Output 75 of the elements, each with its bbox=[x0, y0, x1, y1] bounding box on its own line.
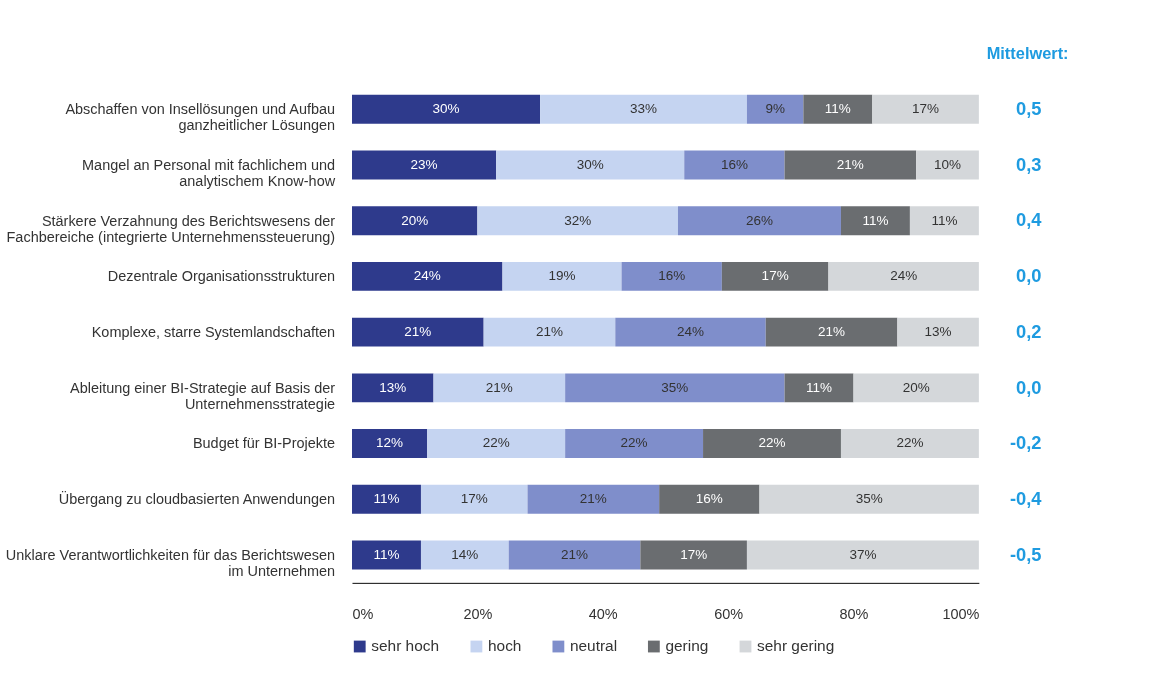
text: Mittelwert: bbox=[986, 44, 1069, 63]
text: 11% bbox=[373, 546, 400, 562]
y-tick-label: Budget für BI-Projekte bbox=[192, 435, 336, 452]
text: 17% bbox=[460, 491, 488, 507]
text: 13% bbox=[379, 379, 407, 395]
y-tick-label: Mangel an Personal mit fachlichem und analytischem Know-how bbox=[82, 156, 336, 190]
text: 10% bbox=[934, 156, 962, 172]
y-tick-label: Übergang zu cloudbasierten Anwendungen bbox=[58, 490, 336, 508]
text: 0,3 bbox=[1016, 153, 1042, 175]
text: 24% bbox=[677, 323, 705, 339]
text: 21% bbox=[579, 491, 607, 507]
x-tick-label: 100% bbox=[942, 606, 980, 623]
text: 16% bbox=[720, 156, 748, 172]
text: 11% bbox=[373, 491, 400, 507]
y-tick-label: Unklare Verantwortlichkeiten für das Berichtswesen im Unternehmen bbox=[5, 546, 336, 580]
text: 21% bbox=[535, 323, 563, 339]
y-tick-label: Stärkere Verzahnung des Berichtswesens der Fachbereiche (integrierte Unternehmenssteuerung) bbox=[6, 212, 336, 245]
text: 17% bbox=[761, 268, 789, 284]
text: 21% bbox=[561, 546, 589, 562]
text: 20% bbox=[401, 212, 429, 228]
y-tick-label: Ableitung einer BI-Strategie auf Basis der Unternehmensstrategie bbox=[70, 379, 336, 413]
text: 0,4 bbox=[1016, 209, 1043, 231]
text: 0,5 bbox=[1016, 98, 1042, 120]
text: 24% bbox=[890, 268, 918, 284]
text: 11% bbox=[862, 212, 889, 228]
text: -0,2 bbox=[1009, 432, 1042, 454]
text: 35% bbox=[855, 491, 883, 507]
text: 0,0 bbox=[1016, 376, 1042, 398]
text: 22% bbox=[896, 435, 924, 451]
y-tick-label: Dezentrale Organisationsstrukturen bbox=[107, 268, 336, 285]
x-tick-label: 0% bbox=[352, 606, 374, 623]
text: 21% bbox=[485, 379, 513, 395]
text: 9% bbox=[765, 101, 785, 117]
text: 17% bbox=[680, 546, 708, 562]
text: 26% bbox=[745, 212, 773, 228]
x-tick-label: 60% bbox=[714, 606, 744, 623]
text: 19% bbox=[548, 268, 576, 284]
text: 33% bbox=[629, 101, 658, 117]
text: 37% bbox=[849, 546, 877, 562]
text: 32% bbox=[564, 212, 592, 228]
text: 16% bbox=[658, 268, 686, 284]
text: 17% bbox=[912, 101, 940, 117]
x-tick-label: 20% bbox=[463, 606, 493, 623]
text: 14% bbox=[451, 546, 479, 562]
text: 12% bbox=[376, 435, 404, 451]
text: 35% bbox=[661, 379, 689, 395]
legend-label: sehr gering bbox=[757, 637, 835, 655]
text: 30% bbox=[576, 156, 604, 172]
legend-label: gering bbox=[665, 637, 709, 655]
text: 21% bbox=[818, 323, 846, 339]
text: 22% bbox=[620, 435, 648, 451]
text: 0,0 bbox=[1016, 265, 1042, 287]
text: 21% bbox=[836, 156, 864, 172]
legend-label: hoch bbox=[487, 637, 522, 655]
x-tick-label: 80% bbox=[839, 606, 869, 623]
text: 16% bbox=[695, 491, 723, 507]
text: 20% bbox=[902, 379, 930, 395]
legend-label: neutral bbox=[569, 637, 618, 655]
text: 11% bbox=[824, 101, 851, 117]
text: 23% bbox=[410, 156, 438, 172]
text: 24% bbox=[413, 268, 441, 284]
text: -0,5 bbox=[1009, 543, 1042, 565]
y-tick-label: Abschaffen von Insellösungen und Aufbau ganzheitlicher Lösungen bbox=[65, 101, 336, 134]
text: 21% bbox=[404, 323, 432, 339]
y-tick-label: Komplexe, starre Systemlandschaften bbox=[91, 323, 336, 340]
text: 22% bbox=[482, 435, 510, 451]
text: 11% bbox=[931, 212, 958, 228]
text: 22% bbox=[758, 435, 786, 451]
text: 13% bbox=[924, 323, 952, 339]
text: 0,2 bbox=[1016, 320, 1042, 342]
legend-label: sehr hoch bbox=[371, 637, 440, 655]
text: 30% bbox=[432, 101, 460, 117]
text: 11% bbox=[806, 379, 833, 395]
text: -0,4 bbox=[1009, 488, 1043, 510]
x-tick-label: 40% bbox=[588, 606, 618, 623]
